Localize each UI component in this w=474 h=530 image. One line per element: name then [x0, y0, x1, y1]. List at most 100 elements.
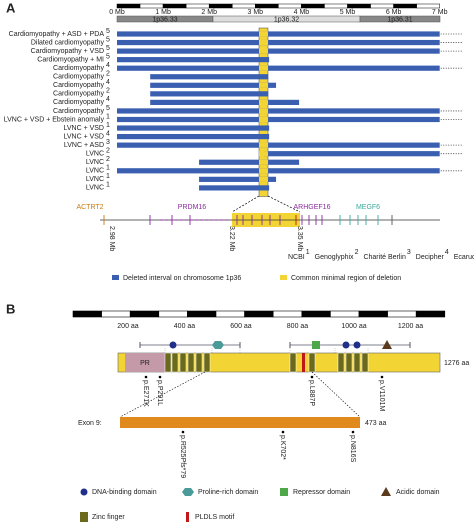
- row-source: 5: [106, 28, 110, 35]
- mutation-dot: [310, 375, 314, 379]
- row-source: 4: [106, 130, 110, 137]
- scale-label: 400 aa: [174, 323, 196, 330]
- exon-length: 473 aa: [365, 420, 387, 427]
- legend-label: Common minimal region of deletion: [291, 275, 401, 282]
- row-source: 1: [106, 173, 110, 180]
- row-source: 2: [106, 88, 110, 95]
- overlap: [259, 116, 268, 123]
- domain-label: PR: [140, 360, 150, 367]
- scale-segment: [415, 310, 446, 318]
- overlap: [259, 48, 268, 54]
- overlap: [259, 176, 268, 182]
- deleted-interval: [199, 159, 300, 165]
- source-name: Decipher: [416, 254, 445, 261]
- mutation-label: p.N816S: [349, 435, 356, 463]
- scale-segment: [101, 310, 131, 318]
- mutation-dot: [158, 375, 162, 379]
- overlap: [259, 142, 268, 148]
- row-source: 5: [106, 45, 110, 52]
- legend-icon: [80, 488, 88, 496]
- row-source: 4: [106, 79, 110, 86]
- scale-segment: [347, 3, 371, 9]
- dna-binding: [342, 341, 350, 349]
- scale-segment: [244, 310, 274, 318]
- mutation-label: p.V1101M: [378, 380, 385, 412]
- row-source: 4: [106, 62, 110, 69]
- scale-segment: [187, 310, 217, 318]
- legend-label: Acidic domain: [396, 489, 440, 496]
- scale-label: 6 Mb: [386, 9, 402, 16]
- band-label: 1p36.31: [387, 16, 412, 23]
- source-name: NCBI: [288, 254, 305, 261]
- acidic: [382, 340, 392, 349]
- scale-segment: [162, 3, 187, 9]
- zoom: [231, 195, 260, 213]
- mutation-dot: [144, 375, 148, 379]
- deleted-interval: [117, 39, 440, 46]
- row-label: LVNC: [86, 168, 104, 175]
- overlap: [259, 168, 268, 174]
- row-label: Cardiomyopathy: [53, 65, 104, 72]
- deleted-interval: [150, 99, 300, 105]
- pldls: [302, 353, 305, 372]
- scale-segment: [393, 3, 417, 9]
- scale-label: 5 Mb: [340, 9, 356, 16]
- row-source: 5: [106, 36, 110, 43]
- overlap: [259, 159, 268, 165]
- overlap: [259, 39, 268, 46]
- scale-label: 800 aa: [287, 323, 309, 330]
- deleted-interval: [117, 134, 270, 140]
- source-ref: 1: [306, 249, 310, 256]
- scale-segment: [139, 3, 164, 9]
- legend-label: Zinc finger: [92, 514, 125, 521]
- row-label: LVNC + VSD: [63, 133, 104, 140]
- scale-segment: [272, 310, 303, 318]
- zinc-finger: [337, 352, 345, 373]
- deleted-interval: [117, 48, 440, 54]
- row-label: LVNC + ASD: [64, 142, 104, 149]
- deleted-interval: [150, 91, 269, 97]
- row-source: 2: [106, 148, 110, 155]
- deleted-interval: [117, 65, 440, 71]
- scale-label: 1200 aa: [398, 323, 423, 330]
- row-label: Cardiomyopathy: [53, 108, 104, 115]
- row-label: Cardiomyopathy + MI: [37, 56, 104, 63]
- deleted-interval: [199, 185, 270, 191]
- gene-label: ARHGEF16: [294, 204, 331, 211]
- legend-swatch: [280, 275, 287, 280]
- scale-segment: [301, 310, 331, 318]
- deleted-interval: [117, 125, 270, 131]
- deleted-interval: [150, 74, 269, 80]
- content: 0 Mb 1 Mb 2 Mb 3 Mb 4 Mb 5 Mb 6 Mb 7 Mb 1p36.33 1…: [4, 3, 474, 522]
- row-source: 4: [106, 96, 110, 103]
- scale-segment: [387, 310, 417, 318]
- zinc-finger: [187, 352, 195, 373]
- scale-segment: [158, 310, 188, 318]
- legend-icon: [182, 488, 194, 496]
- gene-label: ACTRT2: [76, 204, 103, 211]
- legend-icon: [186, 512, 189, 522]
- scale-segment: [72, 310, 102, 318]
- zinc-finger: [195, 352, 203, 373]
- band-label: 1p36.32: [274, 16, 299, 23]
- position-label: 3.35 Mb: [296, 226, 303, 251]
- zinc-finger: [353, 352, 361, 373]
- scale-label: 4 Mb: [294, 9, 310, 16]
- proline-rich: [212, 341, 224, 349]
- zinc-finger: [345, 352, 353, 373]
- dna-binding: [169, 341, 177, 349]
- scale-segment: [301, 3, 325, 9]
- source-name: Charité Berlin: [363, 254, 406, 261]
- deleted-interval: [264, 151, 440, 157]
- row-label: Cardiomyopathy: [53, 99, 104, 106]
- scale-segment: [370, 3, 394, 9]
- row-source: 1: [106, 122, 110, 129]
- deleted-interval: [199, 176, 277, 182]
- scale-segment: [416, 3, 440, 9]
- position-label: 3.22 Mb: [228, 226, 235, 251]
- exon-label: Exon 9:: [78, 420, 102, 427]
- overlap: [259, 65, 268, 71]
- legend-label: Proline-rich domain: [198, 489, 258, 496]
- deleted-interval: [150, 82, 277, 88]
- deleted-interval: [117, 108, 440, 114]
